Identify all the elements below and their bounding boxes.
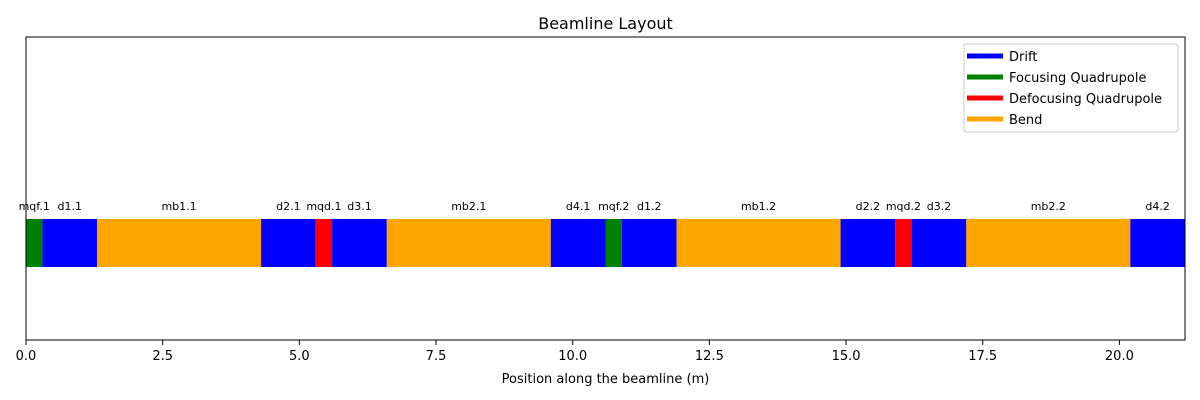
legend-label: Defocusing Quadrupole [1009,92,1162,107]
beamline-element-bar [261,219,316,267]
element-label: mqd.1 [306,200,341,213]
legend-entries: Drift Focusing Quadrupole Defocusing Quadr… [967,50,1162,128]
beamline-element-bar [895,219,912,267]
element-label: mb2.1 [451,200,486,213]
legend-label: Bend [1009,113,1042,128]
x-tick-label: 10.0 [558,349,587,364]
element-label: d4.2 [1145,200,1169,213]
beamline-element-bar [676,219,841,267]
beamline-element-bar [840,219,896,267]
beamline-element-bar [42,219,98,267]
x-tick-label: 12.5 [695,349,724,364]
element-label: mb1.2 [741,200,776,213]
legend-box [963,43,1179,133]
x-axis-label: Position along the beamline (m) [502,372,710,387]
plot-frame [25,36,1186,341]
beamline-element-bar [315,219,333,267]
element-label: mb1.1 [161,200,196,213]
beamline-element-bar [386,219,551,267]
element-label: d1.2 [637,200,661,213]
beamline-element-bar [1130,219,1185,267]
x-tick-label: 0.0 [16,349,37,364]
legend-label: Focusing Quadrupole [1009,71,1146,86]
x-tick-label: 17.5 [968,349,997,364]
element-label: d2.1 [276,200,300,213]
x-tick-label: 20.0 [1105,349,1134,364]
legend-label: Drift [1009,50,1037,65]
element-label: d1.1 [57,200,81,213]
beamline-element-bar [97,219,262,267]
x-axis-ticks: 0.0 2.5 5.0 7.5 10.0 12.5 15.0 17.5 20.0 [16,340,1134,364]
beamline-element-bar [621,219,677,267]
beamline-element-bar [550,219,606,267]
x-tick-label: 15.0 [832,349,861,364]
element-label: d2.2 [856,200,880,213]
elements-layer [26,219,1185,267]
beamline-element-bar [26,219,43,267]
element-label: mqf.2 [598,200,629,213]
element-label: mb2.2 [1031,200,1066,213]
beamline-element-bar [332,219,387,267]
chart-title: Beamline Layout [538,14,673,33]
element-label: d3.1 [347,200,371,213]
x-tick-label: 7.5 [426,349,447,364]
beamline-element-bar [966,219,1131,267]
legend: Drift Focusing Quadrupole Defocusing Quadr… [963,43,1179,133]
element-labels-layer: mqf.1 d1.1 mb1.1 d2.1 mqd.1 d3.1 mb2.1 d4.1 mqf.… [19,200,1170,213]
element-label: mqf.1 [19,200,50,213]
x-tick-label: 2.5 [152,349,173,364]
element-label: d4.1 [566,200,590,213]
beamline-element-bar [911,219,967,267]
beamline-element-bar [605,219,622,267]
element-label: mqd.2 [886,200,921,213]
x-tick-label: 5.0 [289,349,310,364]
element-label: d3.2 [927,200,951,213]
